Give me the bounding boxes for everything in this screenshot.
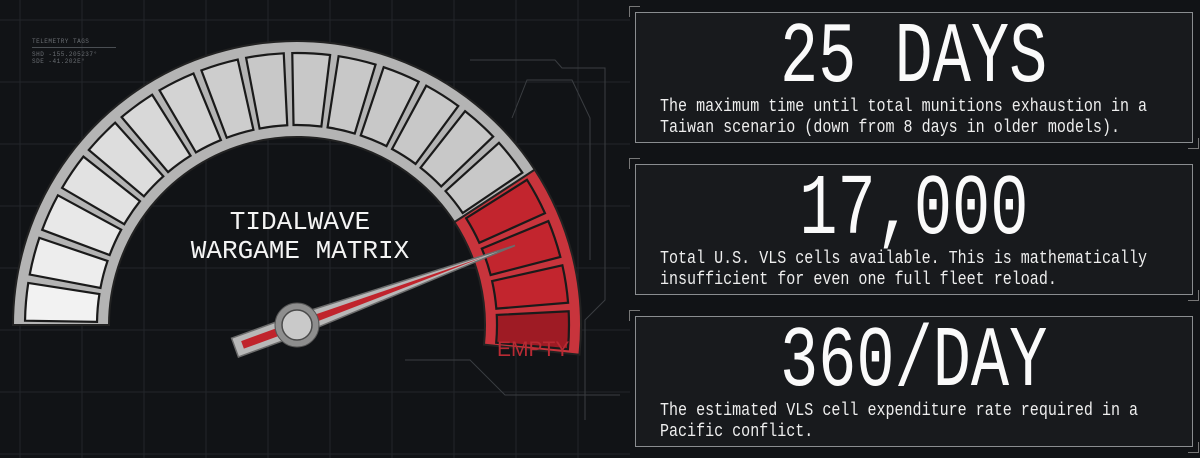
gauge-segment bbox=[480, 219, 562, 277]
telemetry-row: SHD -155.205237° bbox=[32, 51, 98, 58]
needle-hub-cap bbox=[281, 309, 313, 341]
gauge-segment bbox=[291, 51, 332, 128]
gauge-title-line1: TIDALWAVE bbox=[229, 207, 371, 237]
stat-panel-vls-cells: 17,000 Total U.S. VLS cells available. T… bbox=[629, 158, 1199, 301]
gauge-segment bbox=[464, 178, 547, 245]
stat-value: 25 DAYS bbox=[780, 9, 1048, 107]
stat-panel-days: 25 DAYS The maximum time until total mun… bbox=[629, 6, 1199, 149]
gauge-segment bbox=[359, 65, 421, 148]
gauge-segment bbox=[158, 72, 223, 154]
gauge-segment bbox=[28, 236, 109, 290]
gauge-segment bbox=[23, 281, 101, 323]
stat-value: 360/DAY bbox=[780, 313, 1048, 411]
gauge-segment bbox=[490, 263, 570, 310]
stat-description: Total U.S. VLS cells available. This is … bbox=[660, 249, 1148, 290]
gauge-title-line2: WARGAME MATRIX bbox=[190, 236, 410, 266]
gauge-segment bbox=[40, 193, 123, 257]
gauge-segment bbox=[495, 310, 571, 351]
gauge-segment bbox=[419, 109, 495, 189]
gauge-segment bbox=[390, 84, 460, 166]
blueprint-line bbox=[511, 79, 591, 260]
stat-description: The estimated VLS cell expenditure rate … bbox=[660, 401, 1139, 442]
telemetry-heading: TELEMETRY TAGS bbox=[32, 38, 116, 48]
telemetry-tags: TELEMETRY TAGS SHD -155.205237° SDE -41.… bbox=[32, 38, 116, 65]
gauge-segment bbox=[120, 93, 193, 174]
telemetry-row: SDE -41.202E° bbox=[32, 58, 86, 65]
gauge-segment bbox=[87, 121, 165, 198]
blueprint-line bbox=[405, 359, 620, 396]
munitions-gauge bbox=[11, 40, 582, 358]
stat-description: The maximum time until total munitions e… bbox=[660, 97, 1148, 138]
gauge-segment bbox=[244, 52, 289, 130]
gauge-segment bbox=[60, 155, 142, 226]
blueprint-line bbox=[470, 59, 606, 420]
gauge-segment bbox=[326, 54, 377, 135]
empty-label: EMPTY bbox=[497, 338, 570, 361]
gauge-segment bbox=[199, 58, 255, 140]
stat-panel-rate: 360/DAY The estimated VLS cell expenditu… bbox=[629, 310, 1199, 453]
stat-value: 17,000 bbox=[799, 161, 1029, 259]
gauge-segment bbox=[443, 141, 524, 215]
gauge-title: TIDALWAVE WARGAME MATRIX bbox=[160, 208, 440, 266]
